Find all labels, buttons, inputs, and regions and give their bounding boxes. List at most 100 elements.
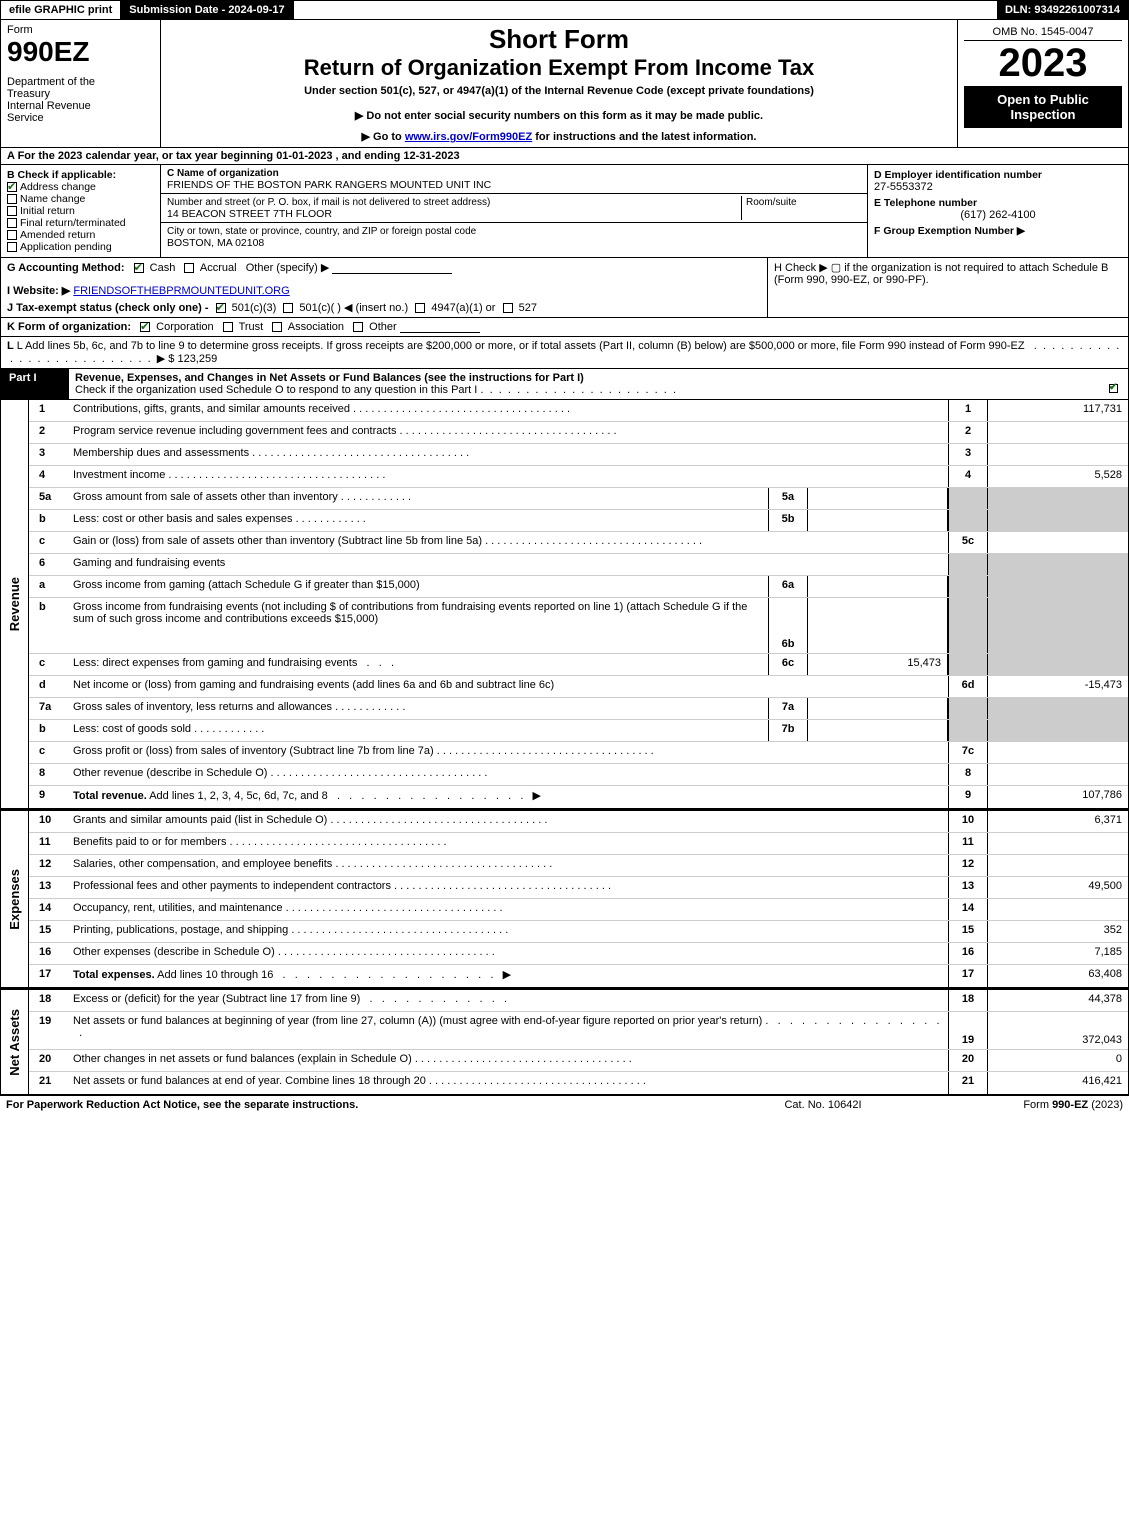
- expenses-vlabel: Expenses: [1, 811, 29, 987]
- line-5a: 5a Gross amount from sale of assets othe…: [29, 488, 1128, 510]
- line-14: 14 Occupancy, rent, utilities, and maint…: [29, 899, 1128, 921]
- line-18: 18 Excess or (deficit) for the year (Sub…: [29, 990, 1128, 1012]
- short-form-title: Short Form: [167, 24, 951, 55]
- entity-info-row: B Check if applicable: Address change Na…: [0, 165, 1129, 258]
- line-12: 12 Salaries, other compensation, and emp…: [29, 855, 1128, 877]
- line-7a: 7a Gross sales of inventory, less return…: [29, 698, 1128, 720]
- line-6: 6 Gaming and fundraising events: [29, 554, 1128, 576]
- line-19-value: 372,043: [988, 1012, 1128, 1049]
- expenses-section: Expenses 10 Grants and similar amounts p…: [0, 809, 1129, 988]
- efile-print[interactable]: efile GRAPHIC print: [1, 1, 121, 19]
- chk-501c[interactable]: [283, 303, 293, 313]
- spacer: [294, 1, 997, 19]
- chk-amended-return[interactable]: Amended return: [7, 229, 154, 241]
- chk-accrual[interactable]: [184, 263, 194, 273]
- form-ref: Form 990-EZ (2023): [923, 1099, 1123, 1111]
- line-6c-value: 15,473: [808, 654, 948, 675]
- c-street: Number and street (or P. O. box, if mail…: [161, 194, 867, 223]
- form-header: Form 990EZ Department of theTreasuryInte…: [0, 20, 1129, 148]
- line-16-value: 7,185: [988, 943, 1128, 964]
- open-inspection: Open to Public Inspection: [964, 86, 1122, 128]
- chk-cash[interactable]: [134, 263, 144, 273]
- d-label: D Employer identification number: [874, 169, 1122, 181]
- b-label: B Check if applicable:: [7, 169, 154, 181]
- line-21-value: 416,421: [988, 1072, 1128, 1094]
- instr-goto: ▶ Go to www.irs.gov/Form990EZ for instru…: [167, 130, 951, 143]
- instr-goto-pre: ▶ Go to: [362, 131, 405, 143]
- chk-trust[interactable]: [223, 322, 233, 332]
- e-label: E Telephone number: [874, 197, 1122, 209]
- c-city: City or town, state or province, country…: [161, 223, 867, 251]
- header-left: Form 990EZ Department of theTreasuryInte…: [1, 20, 161, 147]
- line-20-value: 0: [988, 1050, 1128, 1071]
- org-name: FRIENDS OF THE BOSTON PARK RANGERS MOUNT…: [167, 179, 491, 191]
- line-3: 3 Membership dues and assessments 3: [29, 444, 1128, 466]
- line-1-value: 117,731: [988, 400, 1128, 421]
- chk-schedule-o[interactable]: [1109, 384, 1118, 393]
- j-tax-exempt: J Tax-exempt status (check only one) - 5…: [7, 301, 761, 314]
- line-18-value: 44,378: [988, 990, 1128, 1011]
- cat-number: Cat. No. 10642I: [723, 1099, 923, 1111]
- website-link[interactable]: FRIENDSOFTHEBPRMOUNTEDUNIT.ORG: [73, 285, 289, 297]
- line-19: 19 Net assets or fund balances at beginn…: [29, 1012, 1128, 1050]
- revenue-vlabel: Revenue: [1, 400, 29, 808]
- part-i-header: Part I Revenue, Expenses, and Changes in…: [0, 369, 1129, 400]
- c-name: C Name of organization FRIENDS OF THE BO…: [161, 165, 867, 194]
- subtitle: Under section 501(c), 527, or 4947(a)(1)…: [167, 85, 951, 97]
- chk-name-change[interactable]: Name change: [7, 193, 154, 205]
- instr-ssn: ▶ Do not enter social security numbers o…: [167, 109, 951, 122]
- line-5c: c Gain or (loss) from sale of assets oth…: [29, 532, 1128, 554]
- top-bar: efile GRAPHIC print Submission Date - 20…: [0, 0, 1129, 20]
- chk-other-org[interactable]: [353, 322, 363, 332]
- g-accounting: G Accounting Method: Cash Accrual Other …: [1, 258, 768, 317]
- row-k: K Form of organization: Corporation Trus…: [0, 318, 1129, 337]
- omb-number: OMB No. 1545-0047: [964, 24, 1122, 41]
- part-i-title: Revenue, Expenses, and Changes in Net As…: [69, 369, 1128, 399]
- line-6d: d Net income or (loss) from gaming and f…: [29, 676, 1128, 698]
- line-17-value: 63,408: [988, 965, 1128, 987]
- dept-treasury: Department of theTreasuryInternal Revenu…: [7, 76, 154, 124]
- line-10: 10 Grants and similar amounts paid (list…: [29, 811, 1128, 833]
- i-website-row: I Website: ▶ FRIENDSOFTHEBPRMOUNTEDUNIT.…: [7, 284, 761, 297]
- chk-assoc[interactable]: [272, 322, 282, 332]
- form-number: 990EZ: [7, 36, 154, 68]
- line-15: 15 Printing, publications, postage, and …: [29, 921, 1128, 943]
- chk-corp[interactable]: [140, 322, 150, 332]
- line-7c: c Gross profit or (loss) from sales of i…: [29, 742, 1128, 764]
- line-1: 1 Contributions, gifts, grants, and simi…: [29, 400, 1128, 422]
- line-9: 9 Total revenue. Add lines 1, 2, 3, 4, 5…: [29, 786, 1128, 808]
- chk-4947[interactable]: [415, 303, 425, 313]
- chk-501c3[interactable]: [216, 303, 226, 313]
- form-label: Form: [7, 24, 154, 36]
- dln: DLN: 93492261007314: [997, 1, 1128, 19]
- line-5b: b Less: cost or other basis and sales ex…: [29, 510, 1128, 532]
- submission-date: Submission Date - 2024-09-17: [121, 1, 293, 19]
- line-8: 8 Other revenue (describe in Schedule O)…: [29, 764, 1128, 786]
- chk-address-change[interactable]: Address change: [7, 181, 154, 193]
- h-schedule-b: H Check ▶ ▢ if the organization is not r…: [768, 258, 1128, 317]
- line-6d-value: -15,473: [988, 676, 1128, 697]
- phone-value: (617) 262-4100: [874, 209, 1122, 221]
- room-label: Room/suite: [746, 197, 797, 208]
- line-9-value: 107,786: [988, 786, 1128, 808]
- line-10-value: 6,371: [988, 811, 1128, 832]
- f-label: F Group Exemption Number ▶: [874, 225, 1122, 237]
- irs-link[interactable]: www.irs.gov/Form990EZ: [405, 131, 532, 143]
- line-11: 11 Benefits paid to or for members 11: [29, 833, 1128, 855]
- chk-app-pending[interactable]: Application pending: [7, 241, 154, 253]
- line-13: 13 Professional fees and other payments …: [29, 877, 1128, 899]
- row-l: L L Add lines 5b, 6c, and 7b to line 9 t…: [0, 337, 1129, 369]
- netassets-vlabel: Net Assets: [1, 990, 29, 1094]
- org-city: BOSTON, MA 02108: [167, 237, 264, 249]
- row-a-tax-year: A For the 2023 calendar year, or tax yea…: [0, 148, 1129, 165]
- part-i-label: Part I: [1, 369, 69, 399]
- instr-goto-post: for instructions and the latest informat…: [532, 131, 756, 143]
- chk-final-return[interactable]: Final return/terminated: [7, 217, 154, 229]
- line-17: 17 Total expenses. Add lines 10 through …: [29, 965, 1128, 987]
- line-20: 20 Other changes in net assets or fund b…: [29, 1050, 1128, 1072]
- chk-initial-return[interactable]: Initial return: [7, 205, 154, 217]
- chk-527[interactable]: [503, 303, 513, 313]
- line-6c: c Less: direct expenses from gaming and …: [29, 654, 1128, 676]
- revenue-section: Revenue 1 Contributions, gifts, grants, …: [0, 400, 1129, 809]
- tax-year: 2023: [964, 41, 1122, 86]
